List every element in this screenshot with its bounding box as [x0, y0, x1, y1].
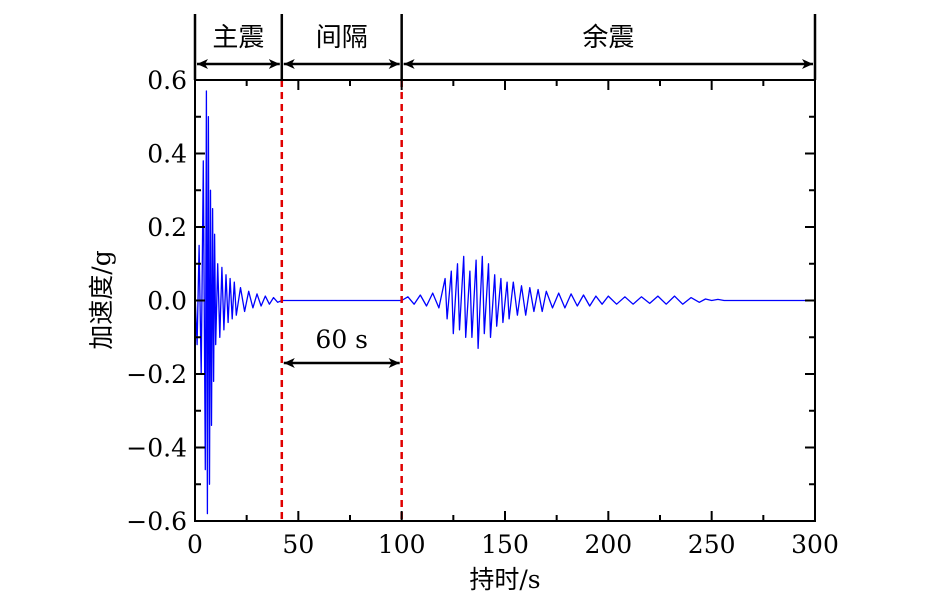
x-tick-label: 200	[584, 530, 632, 559]
x-tick-label: 0	[187, 530, 203, 559]
x-axis: 0 50 100 150 200 250 300	[187, 80, 839, 559]
y-tick-label: 0.6	[147, 66, 187, 95]
y-tick-label: 0.4	[147, 140, 187, 169]
y-tick-label: 0.0	[147, 287, 187, 316]
interval-label-background	[306, 320, 377, 355]
series-layer	[195, 90, 815, 515]
y-tick-label: −0.2	[126, 360, 187, 389]
y-axis: −0.6 −0.4 −0.2 0.0 0.2 0.4 0.6	[126, 66, 815, 536]
phase-annotations: 主震 间隔 余震	[193, 14, 817, 80]
phase-label: 余震	[582, 23, 634, 53]
phase-label: 间隔	[316, 23, 368, 53]
x-tick-label: 250	[688, 530, 736, 559]
phase-label: 主震	[212, 23, 264, 53]
x-axis-label: 持时/s	[469, 565, 540, 594]
x-tick-label: 150	[481, 530, 529, 559]
y-axis-label: 加速度/g	[87, 250, 116, 349]
y-tick-label: −0.6	[126, 507, 187, 536]
x-tick-label: 100	[378, 530, 426, 559]
x-tick-label: 50	[282, 530, 314, 559]
y-tick-label: 0.2	[147, 213, 187, 242]
x-tick-label: 300	[791, 530, 839, 559]
dashed-markers	[280, 80, 403, 521]
y-tick-label: −0.4	[126, 434, 187, 463]
interval-label: 60 s	[315, 325, 368, 354]
interval-annotation: 60 s	[283, 320, 400, 368]
acceleration-series-line	[195, 90, 815, 515]
